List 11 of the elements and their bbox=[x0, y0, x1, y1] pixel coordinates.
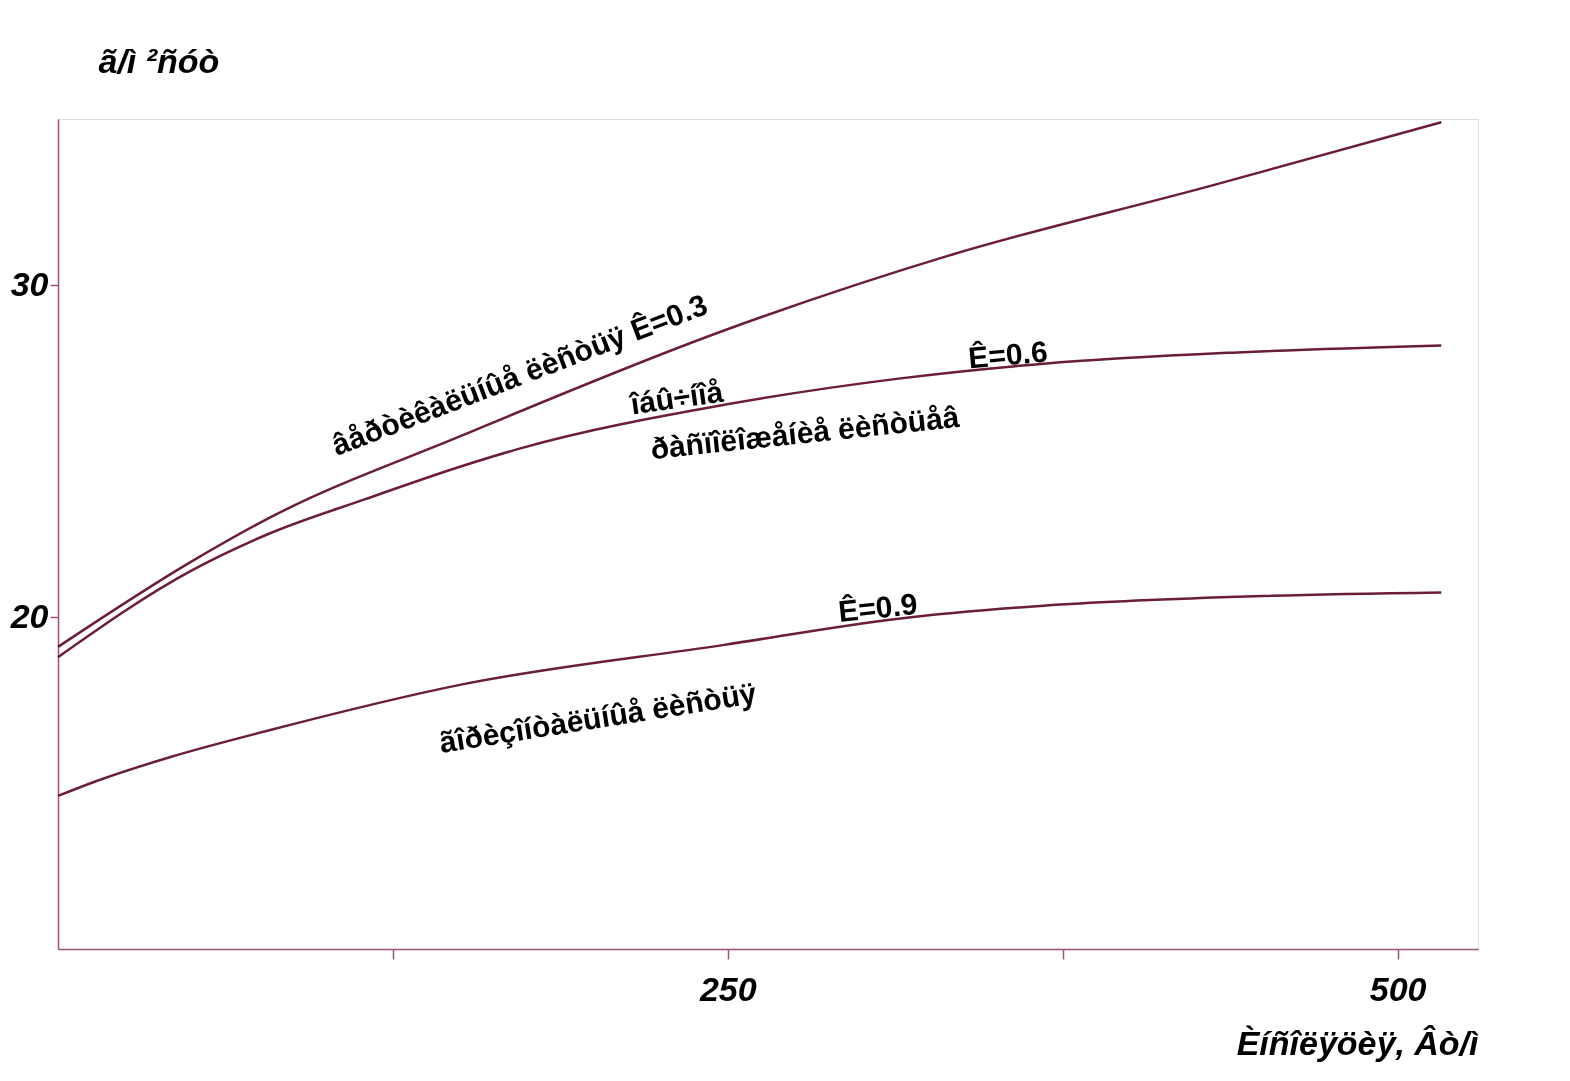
y-axis-title: ã/ì ²ñóò bbox=[98, 41, 220, 80]
y-tick-label: 20 bbox=[9, 596, 49, 635]
series-label: Ê=0.6 bbox=[966, 334, 1049, 375]
line-series bbox=[56, 121, 1443, 649]
y-tick-label: 30 bbox=[10, 264, 49, 303]
line-series bbox=[56, 591, 1443, 798]
x-axis-title: Èíñîëÿöèÿ, Âò/ì bbox=[1236, 1023, 1480, 1062]
annotation: îáû÷íîå bbox=[626, 374, 726, 421]
x-tick-label: 250 bbox=[698, 969, 757, 1008]
text: Ê=0.9 bbox=[836, 586, 919, 629]
x-tick-label: 500 bbox=[1369, 969, 1427, 1008]
